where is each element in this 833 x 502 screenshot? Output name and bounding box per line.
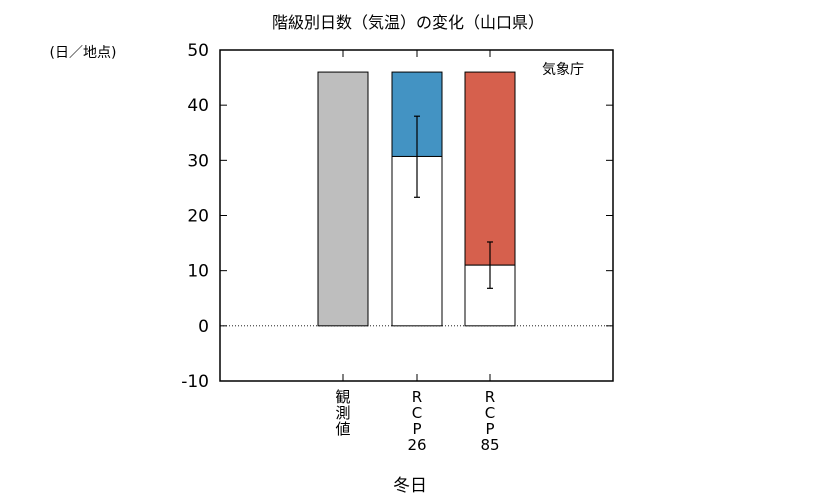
y-tick-label: 10: [187, 262, 209, 282]
x-tick-label: P: [485, 420, 494, 438]
x-axis-label: 冬日: [393, 476, 427, 496]
y-tick-label: 30: [187, 151, 209, 171]
y-axis-label: (日／地点): [50, 45, 117, 61]
x-tick-label: 測: [335, 404, 350, 422]
x-tick-label: 値: [335, 420, 350, 438]
x-tick-label: C: [485, 404, 495, 422]
x-tick-label: 26: [407, 436, 426, 454]
bar-observed: [317, 71, 369, 327]
x-tick-label: C: [412, 404, 422, 422]
y-tick-label: 40: [187, 96, 209, 116]
x-tick-label: R: [412, 388, 422, 406]
x-tick-label: 観: [335, 388, 350, 406]
x-tick-label: R: [485, 388, 495, 406]
chart-title: 階級別日数（気温）の変化（山口県）: [272, 13, 544, 32]
y-tick-label: 50: [187, 41, 209, 61]
y-tick-label: 0: [198, 317, 209, 337]
source-label: 気象庁: [542, 62, 584, 78]
bar-change-segment: [464, 71, 516, 266]
x-tick-label: 85: [480, 436, 499, 454]
x-tick-label: P: [412, 420, 421, 438]
y-tick-label: -10: [181, 372, 209, 392]
y-tick-label: 20: [187, 207, 209, 227]
